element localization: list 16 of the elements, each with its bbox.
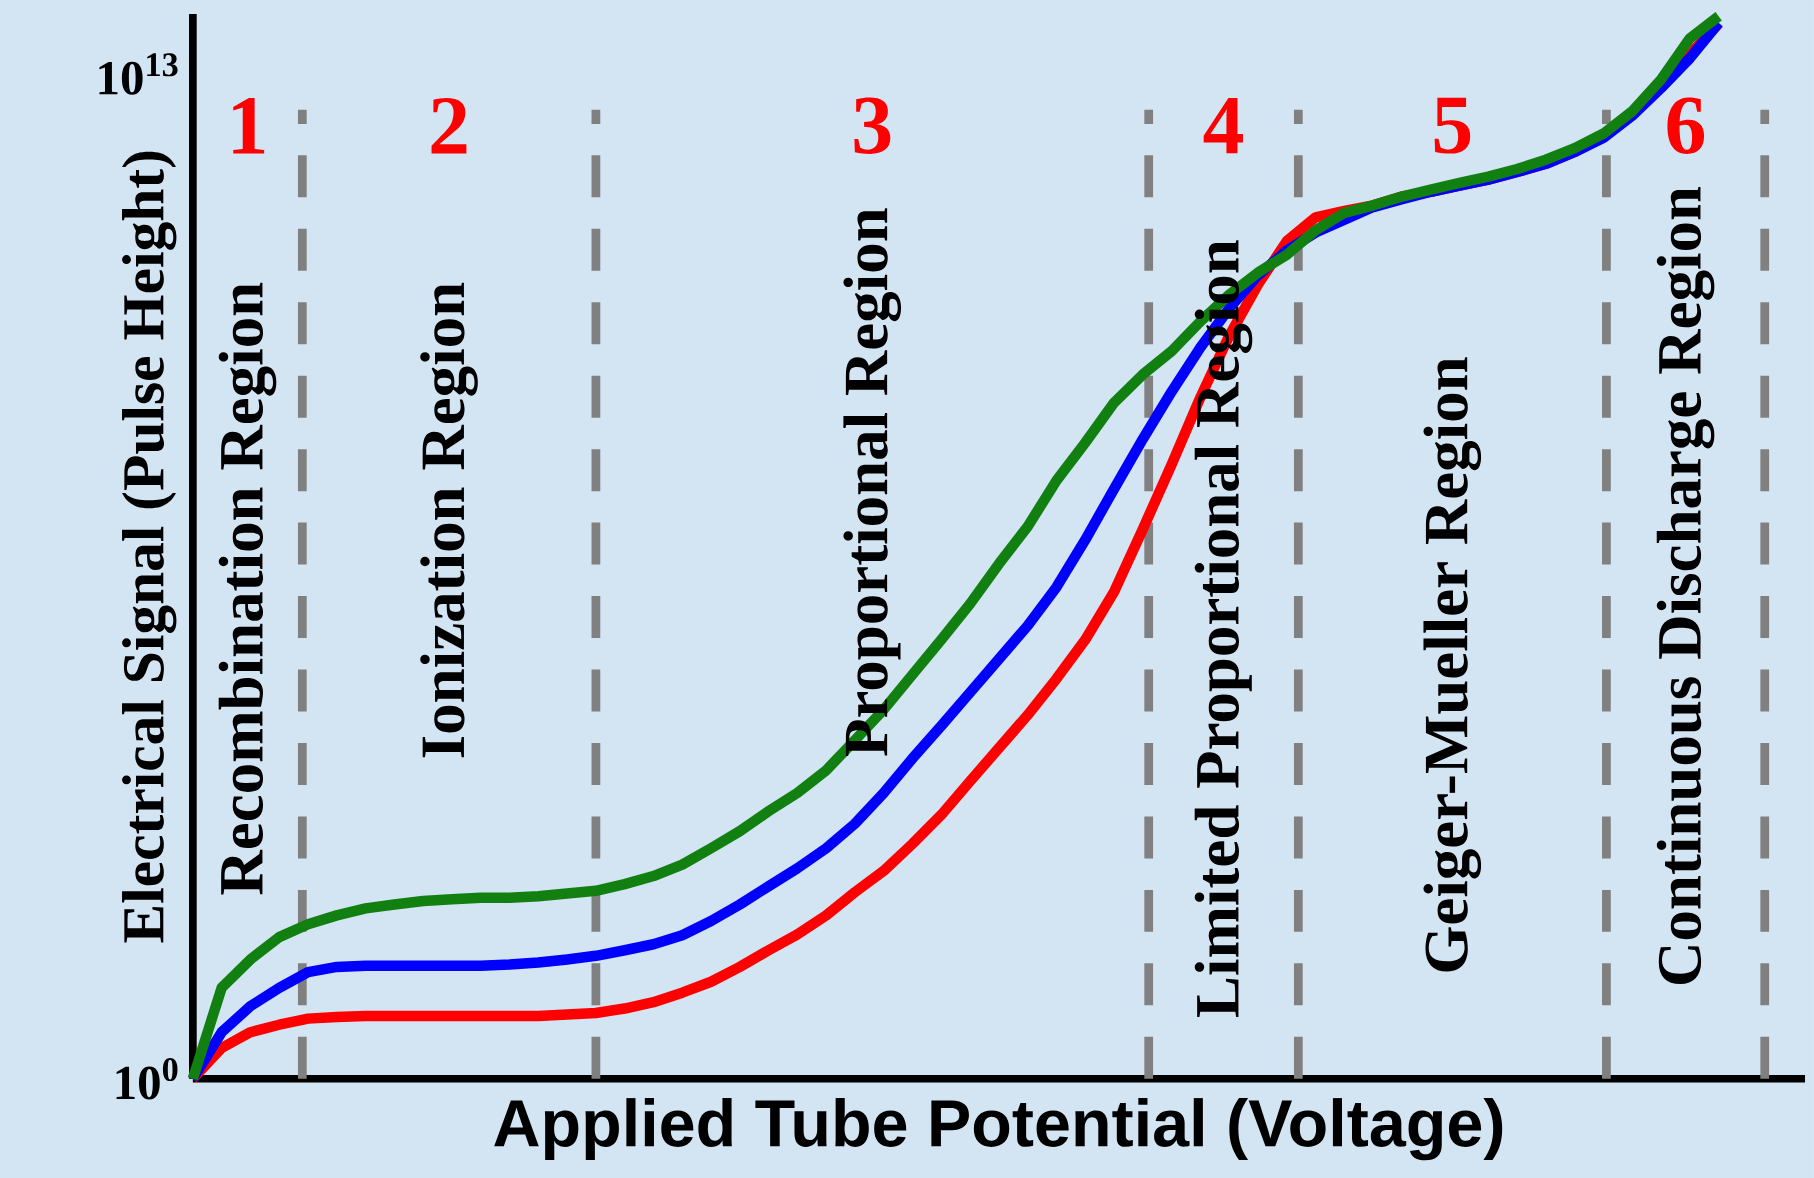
annotation: 5 <box>1434 97 1471 154</box>
annotation: 6 <box>1667 97 1705 154</box>
annotation: 3 <box>854 97 891 154</box>
x-axis-title: Applied Tube Potential (Voltage) <box>494 1097 1503 1161</box>
y-axis-title: Electrical Signal (Pulse Height) <box>122 151 177 943</box>
annotation: 4 <box>1203 97 1243 154</box>
annotation: Proportional Region <box>843 208 901 756</box>
annotation: Continuous Discharge Region <box>1656 186 1715 984</box>
y-tick-label: 10$^{0}$ <box>116 1057 178 1100</box>
annotation: 1 <box>233 97 265 154</box>
annotation: Ionization Region <box>420 282 478 758</box>
annotation: 2 <box>431 97 467 154</box>
annotation: Limited Proportional Region <box>1194 240 1253 1017</box>
annotation: Recombination Region <box>218 282 277 895</box>
y-tick-label: 10$^{13}$ <box>99 53 178 95</box>
annotation: Geiger-Mueller Region <box>1423 357 1482 972</box>
